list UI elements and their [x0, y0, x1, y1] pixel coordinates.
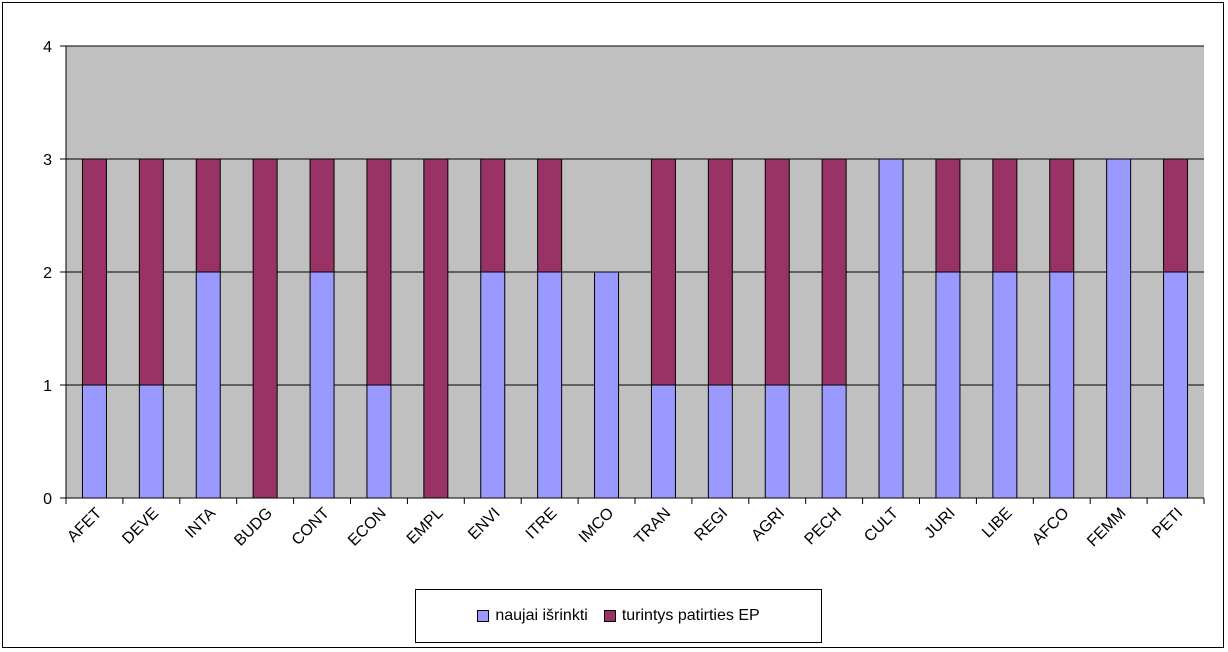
bar-econ-series-1	[366, 384, 392, 499]
legend-label-series-1: naujai išrinkti	[495, 607, 588, 624]
bar-agri-series-1	[764, 384, 790, 499]
bar-regi-series-2	[707, 158, 733, 386]
x-axis-ticks: AFET DEVE INTA BUDG CONT ECON EMPL ENVI ITRE IMCO…	[64, 498, 1205, 550]
y-axis-ticks: 0 1 2 3 4	[43, 39, 66, 508]
bar-tran-series-1	[650, 384, 676, 499]
x-tick-label: INTA	[182, 505, 219, 542]
bar-itre-series-2	[537, 158, 563, 273]
bar-cont-series-1	[309, 271, 335, 499]
bar-afet-series-2	[81, 158, 107, 386]
bar-juri-series-1	[935, 271, 961, 499]
bar-peti-series-2	[1163, 158, 1189, 273]
bar-afco-series-2	[1049, 158, 1075, 273]
x-tick-label: BUDG	[231, 505, 276, 550]
legend-swatch-series-1	[477, 610, 490, 622]
bar-femm-series-1	[1106, 158, 1132, 499]
x-tick-label: FEMM	[1084, 505, 1129, 550]
bar-peti-series-1	[1163, 271, 1189, 499]
legend-item-series-1: naujai išrinkti	[477, 607, 588, 625]
x-tick-label: PETI	[1149, 505, 1186, 542]
bar-inta-series-1	[195, 271, 221, 499]
legend-swatch-series-2	[603, 610, 616, 622]
x-tick-label: CONT	[289, 505, 333, 549]
y-tick-label: 1	[43, 378, 52, 395]
bar-afet-series-1	[81, 384, 107, 499]
x-tick-label: AFET	[64, 505, 105, 546]
bar-imco-series-1	[594, 271, 620, 499]
bar-cont-series-2	[309, 158, 335, 273]
bar-empl-series-2	[423, 158, 449, 499]
bar-tran-series-2	[650, 158, 676, 386]
bar-envi-series-1	[480, 271, 506, 499]
bar-inta-series-2	[195, 158, 221, 273]
x-tick-label: CULT	[861, 505, 902, 546]
x-tick-label: REGI	[691, 505, 731, 545]
bar-libe-series-1	[992, 271, 1018, 499]
legend-item-series-2: turintys patirties EP	[603, 607, 760, 625]
bar-juri-series-2	[935, 158, 961, 273]
x-tick-label: PECH	[802, 505, 845, 548]
bar-cult-series-1	[878, 158, 904, 499]
bar-libe-series-2	[992, 158, 1018, 273]
x-tick-label: TRAN	[631, 505, 674, 548]
x-tick-label: JURI	[922, 505, 959, 542]
x-tick-label: LIBE	[979, 505, 1016, 542]
bar-regi-series-1	[707, 384, 733, 499]
bar-agri-series-2	[764, 158, 790, 386]
x-tick-label: EMPL	[404, 505, 447, 548]
bar-pech-series-1	[821, 384, 847, 499]
x-tick-label: AFCO	[1029, 505, 1072, 548]
x-tick-label: DEVE	[119, 505, 162, 548]
bar-econ-series-2	[366, 158, 392, 386]
bars	[81, 158, 1189, 499]
bar-envi-series-2	[480, 158, 506, 273]
y-tick-label: 4	[43, 39, 52, 56]
y-tick-label: 3	[43, 152, 52, 169]
bar-deve-series-2	[138, 158, 164, 386]
bar-itre-series-1	[537, 271, 563, 499]
y-tick-label: 0	[43, 491, 52, 508]
bar-pech-series-2	[821, 158, 847, 386]
x-tick-label: ECON	[345, 505, 390, 550]
bar-budg-series-2	[252, 158, 278, 499]
legend-label-series-2: turintys patirties EP	[621, 607, 760, 624]
bar-deve-series-1	[138, 384, 164, 499]
legend: naujai išrinkti turintys patirties EP	[415, 589, 822, 643]
x-tick-label: AGRI	[748, 505, 788, 545]
bar-afco-series-1	[1049, 271, 1075, 499]
x-tick-label: IMCO	[576, 505, 618, 547]
y-tick-label: 2	[43, 265, 52, 282]
x-tick-label: ITRE	[523, 505, 561, 543]
x-tick-label: ENVI	[465, 505, 503, 543]
